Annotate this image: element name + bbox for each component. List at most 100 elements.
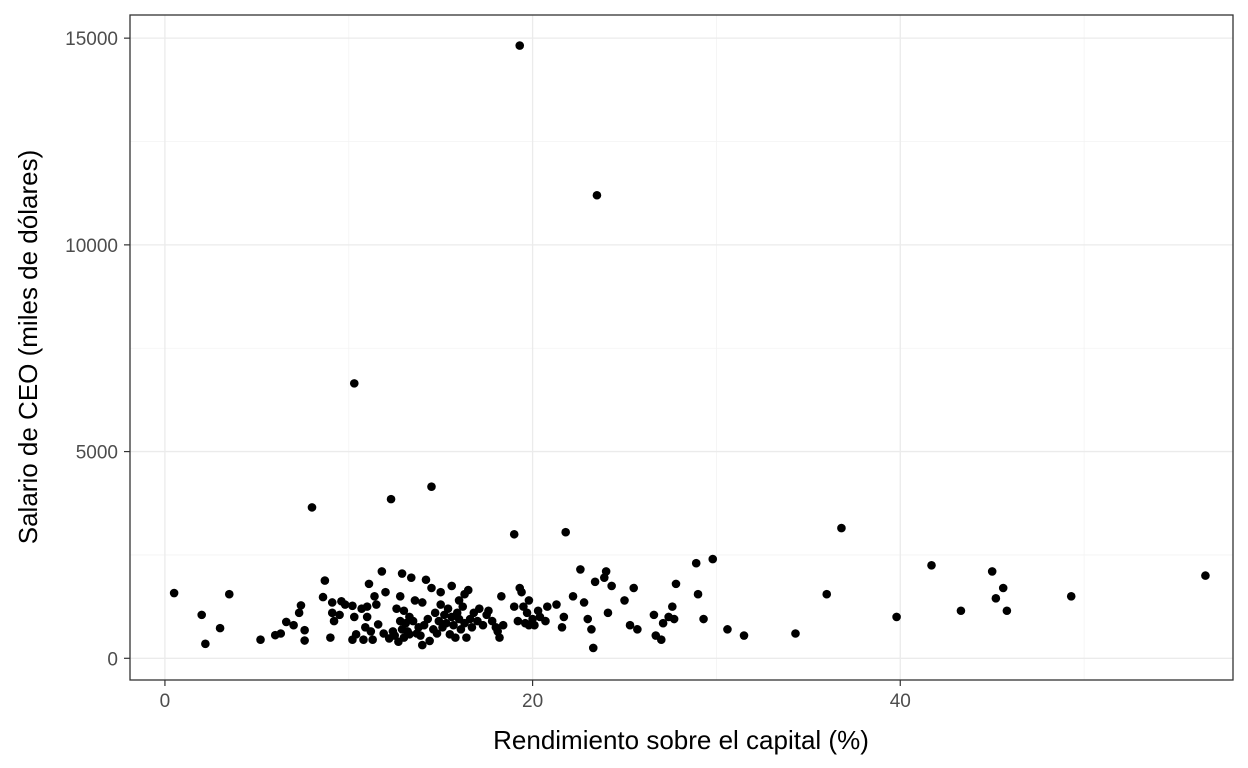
data-point xyxy=(417,598,427,607)
data-point xyxy=(601,567,611,576)
data-point xyxy=(281,617,291,627)
data-point xyxy=(296,601,306,610)
data-point xyxy=(348,601,357,611)
data-point xyxy=(892,612,901,622)
data-point xyxy=(427,583,436,593)
data-point xyxy=(307,503,317,512)
data-point xyxy=(498,620,508,630)
data-point xyxy=(561,527,570,537)
data-point xyxy=(377,567,387,576)
y-tick-label: 10000 xyxy=(65,236,118,257)
data-point xyxy=(362,602,372,611)
data-point xyxy=(416,631,425,640)
data-point xyxy=(451,633,460,642)
data-point xyxy=(197,610,206,620)
data-point xyxy=(326,633,335,642)
data-point xyxy=(708,554,718,564)
data-point xyxy=(497,591,506,601)
data-point xyxy=(320,576,330,585)
data-point xyxy=(588,643,598,653)
data-point xyxy=(559,612,569,622)
y-axis-title: Salario de CEO (miles de dólares) xyxy=(13,150,43,545)
data-point xyxy=(397,569,407,578)
data-point xyxy=(427,482,436,492)
data-point xyxy=(390,631,400,640)
data-point xyxy=(587,625,596,634)
data-point xyxy=(927,560,936,570)
data-point xyxy=(607,581,616,591)
data-point xyxy=(349,612,359,622)
data-point xyxy=(327,598,337,607)
data-point xyxy=(379,629,388,638)
data-point xyxy=(998,583,1008,593)
data-point xyxy=(410,596,420,605)
data-point xyxy=(590,577,600,587)
data-point xyxy=(524,596,534,605)
data-point xyxy=(541,616,550,626)
data-point xyxy=(436,587,445,597)
data-point xyxy=(405,630,414,639)
data-point xyxy=(579,598,589,607)
data-point xyxy=(568,591,578,601)
data-point xyxy=(366,627,376,636)
data-point xyxy=(625,620,635,630)
x-tick-label: 20 xyxy=(522,691,543,712)
data-point xyxy=(658,618,668,628)
data-point xyxy=(381,587,390,597)
data-point xyxy=(449,620,458,630)
data-point xyxy=(583,614,593,624)
data-point xyxy=(386,494,396,504)
data-point xyxy=(515,41,525,50)
data-point xyxy=(294,608,304,618)
data-point xyxy=(335,610,344,620)
data-point xyxy=(671,579,681,589)
data-point xyxy=(430,608,440,618)
data-point xyxy=(362,612,372,622)
data-point xyxy=(513,616,523,626)
data-point xyxy=(956,606,966,616)
x-tick-label: 0 xyxy=(160,691,171,712)
data-point xyxy=(458,602,468,611)
data-point xyxy=(603,608,613,618)
data-point xyxy=(327,608,337,618)
x-axis-ticks: 0 20 40 xyxy=(160,680,911,712)
data-point xyxy=(517,587,526,597)
data-point xyxy=(691,558,701,568)
data-point xyxy=(372,600,381,609)
data-point xyxy=(201,639,210,649)
y-tick-label: 0 xyxy=(107,649,118,670)
data-point xyxy=(432,629,442,638)
data-point xyxy=(487,616,497,626)
y-tick-label: 15000 xyxy=(65,29,118,50)
data-point xyxy=(530,620,539,630)
minor-gridlines xyxy=(130,15,1233,680)
panel-border xyxy=(129,14,1234,681)
data-point xyxy=(467,622,477,632)
data-point xyxy=(419,620,429,630)
data-point xyxy=(392,604,401,613)
data-point xyxy=(351,630,361,639)
data-point xyxy=(699,614,708,624)
data-point xyxy=(436,600,445,609)
data-point xyxy=(441,618,451,628)
data-point xyxy=(417,640,427,650)
data-point xyxy=(395,591,405,601)
data-point xyxy=(289,620,298,630)
data-point xyxy=(425,636,434,646)
data-point xyxy=(434,616,444,626)
data-point xyxy=(791,629,800,638)
data-point xyxy=(408,616,418,626)
data-point xyxy=(649,610,659,620)
data-point xyxy=(454,596,464,605)
data-point xyxy=(349,379,359,388)
data-point xyxy=(656,635,666,644)
data-point xyxy=(370,591,379,601)
data-point xyxy=(620,596,629,605)
y-axis-ticks: 0 5000 10000 15000 xyxy=(65,29,130,670)
data-point xyxy=(478,620,488,630)
data-point xyxy=(318,592,328,602)
data-point xyxy=(576,565,585,574)
major-gridlines xyxy=(130,15,1233,680)
data-point xyxy=(474,604,484,613)
